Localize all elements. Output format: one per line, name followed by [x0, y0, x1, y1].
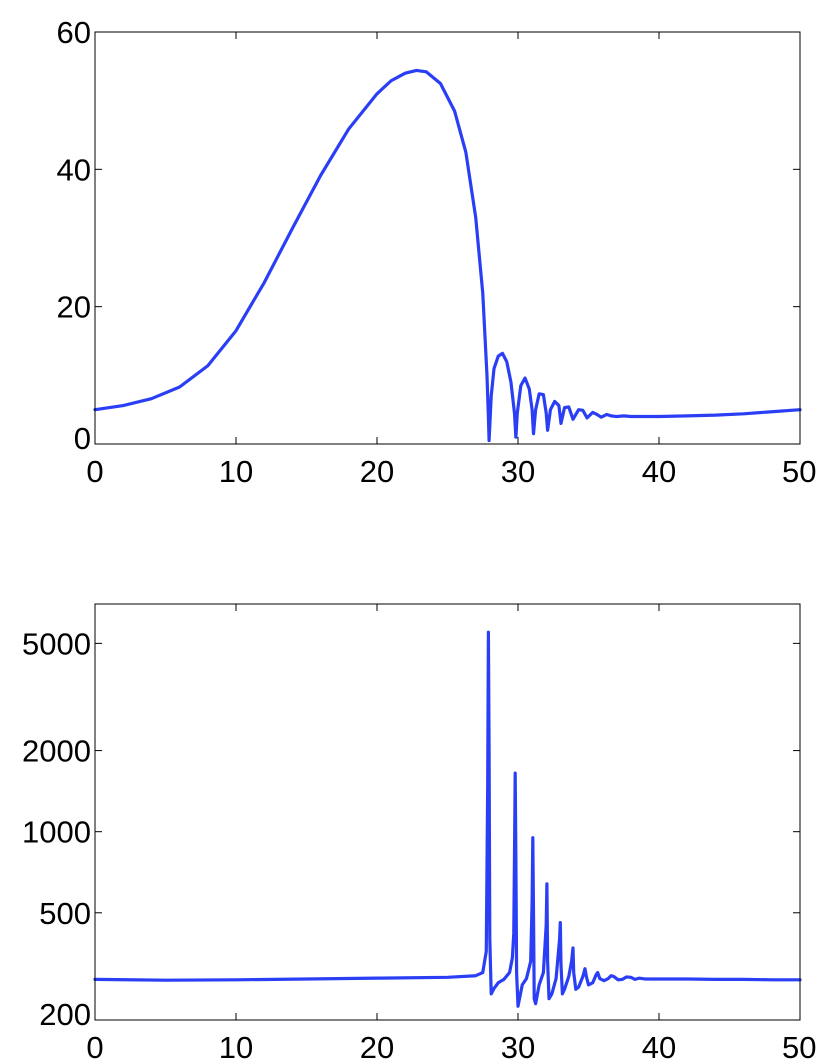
y-tick-label: 2000	[22, 734, 91, 769]
y-tick-label: 20	[57, 290, 91, 325]
x-tick-label: 40	[642, 454, 676, 489]
x-tick-label: 20	[360, 454, 394, 489]
y-tick-label: 200	[39, 997, 91, 1032]
y-tick-label: 0	[74, 421, 91, 456]
x-tick-label: 10	[219, 1030, 253, 1063]
x-tick-label: 30	[501, 1030, 535, 1063]
x-tick-label: 0	[86, 1030, 103, 1063]
x-tick-label: 20	[360, 1030, 394, 1063]
x-tick-label: 0	[86, 454, 103, 489]
x-tick-label: 10	[219, 454, 253, 489]
axes-box	[94, 31, 801, 445]
series-line-0	[93, 68, 802, 443]
y-tick-label: 40	[57, 152, 91, 187]
series-line-0	[93, 630, 802, 1008]
x-tick-label: 40	[642, 1030, 676, 1063]
y-tick-label: 500	[39, 896, 91, 931]
chart-bottom-log: 0 10 20 30 40 50 200 500 1000 2000 5000	[22, 603, 816, 1063]
axes-box	[94, 603, 801, 1021]
x-tick-label: 50	[782, 454, 816, 489]
y-tick-label: 1000	[22, 815, 91, 850]
x-tick-label: 30	[501, 454, 535, 489]
chart-top-linear: 0 10 20 30 40 50 0 20 40 60	[57, 15, 817, 489]
x-tick-label: 50	[782, 1030, 816, 1063]
y-tick-label: 5000	[22, 626, 91, 661]
y-tick-label: 60	[57, 15, 91, 50]
